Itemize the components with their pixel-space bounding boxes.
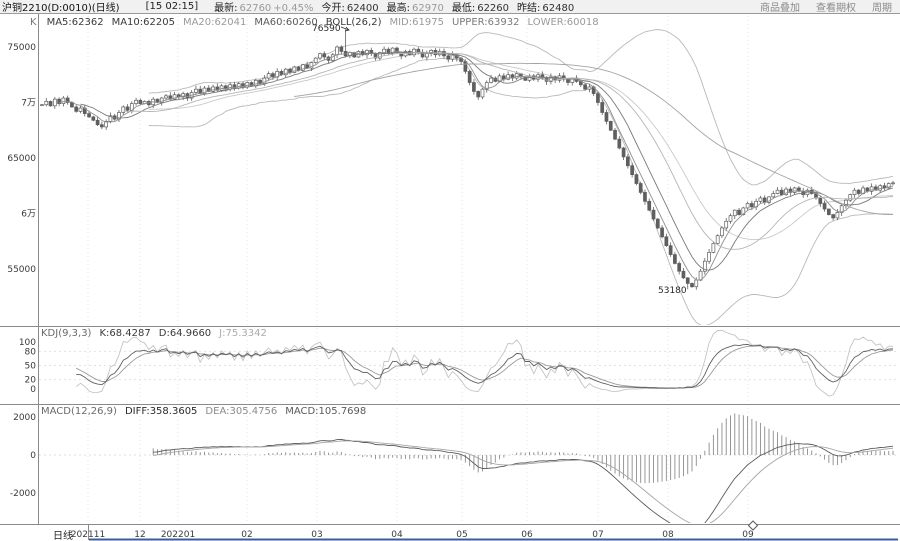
quote-value-3: 62970 <box>412 3 444 14</box>
quote-label-3: 最高: <box>386 3 411 14</box>
tick-label: 06 <box>521 530 533 540</box>
symbol-title: 沪铜2210(D:0010)(日线) <box>2 3 120 14</box>
kdj-guide-lines <box>39 350 898 456</box>
quote-value-0: 62760 <box>239 3 272 14</box>
tick-label: 04 <box>391 530 403 540</box>
quote-fields: 最新: 62760 +0.45% 今开: 62400 最高: 62970 最低: 62260 昨结… <box>206 0 574 14</box>
indicator-value-3: J:75.3342 <box>219 328 267 339</box>
tick-label: 2000 <box>13 413 36 423</box>
axis-diamond-marker <box>747 520 759 531</box>
indicator-value-3: MA60:60260 <box>254 17 318 28</box>
kdj-lines <box>75 329 894 397</box>
top-status-bar: 沪铜2210(D:0010)(日线) [15 02:15] 最新: 62760 +0… <box>0 0 900 14</box>
tick-label: 80 <box>25 347 37 357</box>
kdj-indicator-header: KDJ(9,3,3) K:68.4287 D:64.9660 J:75.3342 <box>41 328 267 339</box>
indicator-value-5: MID:61975 <box>389 17 444 28</box>
indicator-value-6: UPPER:63932 <box>451 17 520 28</box>
tick-label: -2000 <box>10 489 36 499</box>
tick-label: 75000 <box>7 43 36 53</box>
indicator-value-0: MA5:62362 <box>46 17 104 28</box>
main-indicator-header: K MA5:62362 MA10:62205 MA20:62041 MA60:6026… <box>30 17 599 28</box>
month-gridlines <box>87 16 749 524</box>
tick-label: 100 <box>19 338 36 348</box>
tick-label: 07 <box>592 530 603 540</box>
price-annotations: 76590 53180 <box>312 24 687 296</box>
indicator-value-1: DIFF:358.3605 <box>124 406 198 417</box>
quote-value-1: +0.45% <box>273 3 314 14</box>
pane-borders <box>0 14 900 540</box>
tick-label: 0 <box>30 451 36 461</box>
period-selector[interactable]: 日线 <box>53 531 73 541</box>
tick-label: 55000 <box>7 265 36 275</box>
tick-label: 6万 <box>21 210 36 220</box>
tick-label: 65000 <box>7 154 36 164</box>
quote-label-0: 最新: <box>214 3 238 14</box>
pane-label-k: K <box>30 17 37 28</box>
tick-label: 09 <box>742 530 754 540</box>
menu-item-1[interactable]: 查看期权 <box>816 3 856 14</box>
tick-label: 05 <box>456 530 467 540</box>
axis-tick-labels: 750007万650006万55000100805020020000-20002… <box>7 43 754 540</box>
candlesticks <box>40 29 895 290</box>
tick-label: 202111 <box>71 530 105 540</box>
quote-value-5: 62480 <box>542 3 575 14</box>
price-annotation: 53180 <box>658 286 687 296</box>
indicator-value-0: KDJ(9,3,3) <box>41 328 92 339</box>
indicator-value-4: BOLL(26,2) <box>325 17 382 28</box>
indicator-value-1: K:68.4287 <box>99 328 151 339</box>
tick-label: 12 <box>134 530 145 540</box>
quote-label-2: 今开: <box>321 3 345 14</box>
menu-item-0[interactable]: 商品叠加 <box>760 3 800 14</box>
price-annotation: 76590 <box>312 24 341 34</box>
indicator-value-7: LOWER:60018 <box>527 17 599 28</box>
indicator-value-3: MACD:105.7698 <box>285 406 367 417</box>
indicator-value-1: MA10:62205 <box>111 17 175 28</box>
menu-item-2[interactable]: 周期 <box>872 3 892 14</box>
annotation-arrow-icon <box>340 26 350 32</box>
ma-lines <box>58 50 894 281</box>
indicator-value-2: DEA:305.4756 <box>205 406 278 417</box>
tick-label: 7万 <box>21 99 36 109</box>
macd-indicator-header: MACD(12,26,9) DIFF:358.3605 DEA:305.4756 MA… <box>41 406 366 417</box>
indicator-value-0: MACD(12,26,9) <box>41 406 117 417</box>
quote-value-2: 62400 <box>346 3 379 14</box>
tick-label: 20 <box>25 376 37 386</box>
tick-label: 02 <box>241 530 252 540</box>
tick-label: 50 <box>25 362 37 372</box>
indicator-value-2: MA20:62041 <box>182 17 247 28</box>
quote-value-4: 62260 <box>477 3 510 14</box>
tick-label: 08 <box>662 530 674 540</box>
quote-label-5: 昨结: <box>517 3 541 14</box>
tick-label: 03 <box>311 530 322 540</box>
top-menu: 商品叠加 查看期权 周期 <box>760 0 900 14</box>
tick-label: 0 <box>30 385 36 395</box>
axis-marker <box>747 520 759 531</box>
quote-time: [15 02:15] <box>145 1 199 12</box>
quote-label-4: 最低: <box>451 3 476 14</box>
tick-label: 202201 <box>161 530 195 540</box>
indicator-value-2: D:64.9660 <box>158 328 212 339</box>
macd-plot <box>152 413 894 523</box>
